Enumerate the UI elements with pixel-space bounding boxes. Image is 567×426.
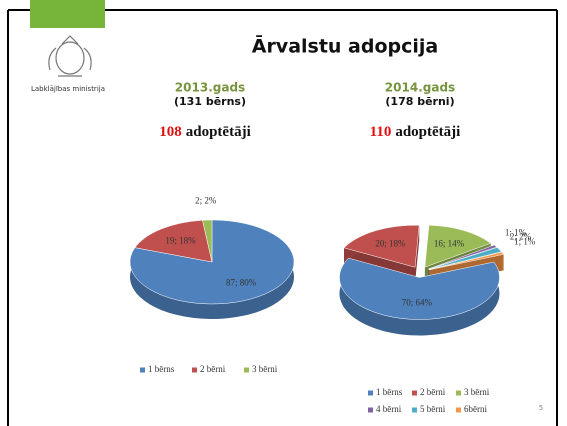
data-label: 70; 64% [402, 298, 433, 308]
accent-block [30, 0, 105, 28]
data-label: 2; 2% [510, 232, 532, 242]
legend-swatch [412, 407, 417, 413]
annotation-count: 108 [159, 124, 182, 140]
legend-label: 1 bērns [376, 387, 403, 397]
legend-label: 1 bērns [148, 364, 175, 374]
chart-subtitle: (131 bērns) [174, 95, 246, 108]
annotation: 110 adoptētāji [370, 124, 461, 140]
legend-label: 2 bērni [420, 387, 446, 397]
slice [202, 219, 213, 263]
data-label: 1; 1% [505, 227, 527, 237]
annotation-text: adoptētāji [186, 124, 251, 140]
data-label: 20; 18% [375, 239, 406, 249]
legend-label: 3 bērni [252, 364, 278, 374]
annotation: 108 adoptētāji [159, 124, 251, 140]
legend-label: 6bērni [464, 404, 487, 414]
legend-swatch [140, 367, 145, 373]
legend-swatch [244, 367, 249, 373]
legend-swatch [192, 367, 197, 373]
legend-swatch [412, 390, 417, 396]
slice [343, 225, 420, 268]
logo [48, 35, 92, 77]
data-label: 87; 80% [226, 277, 257, 287]
chart-title: 2014.gads [385, 81, 455, 95]
data-label: 16; 14% [434, 239, 465, 249]
data-label: 19; 18% [165, 236, 196, 246]
slice-side [339, 258, 500, 336]
legend-swatch [456, 390, 461, 396]
slice-side [501, 252, 504, 271]
data-label: 1; 1% [514, 236, 536, 246]
slice [134, 220, 213, 263]
legend-label: 4 bērni [376, 404, 402, 414]
slice [428, 247, 502, 270]
page-number: 5 [539, 404, 543, 412]
chart-subtitle: (178 bērni) [385, 95, 454, 108]
slice [424, 224, 492, 268]
logo-text: Labklājības ministrija [31, 85, 105, 93]
annotation-text: adoptētāji [395, 124, 460, 140]
legend-label: 2 bērni [200, 364, 226, 374]
data-label: 2; 2% [195, 196, 217, 206]
slide-title: Ārvalstu adopcija [252, 35, 439, 58]
legend-swatch [456, 407, 461, 413]
chart-title: 2013.gads [175, 81, 245, 95]
legend-swatch [368, 407, 373, 413]
slice [429, 251, 505, 271]
legend-swatch [368, 390, 373, 396]
annotation-count: 110 [370, 124, 392, 140]
legend-label: 3 bērni [464, 387, 490, 397]
slice [428, 244, 498, 270]
slice [339, 257, 500, 320]
legend-label: 5 bērni [420, 404, 446, 414]
slice [129, 219, 295, 305]
